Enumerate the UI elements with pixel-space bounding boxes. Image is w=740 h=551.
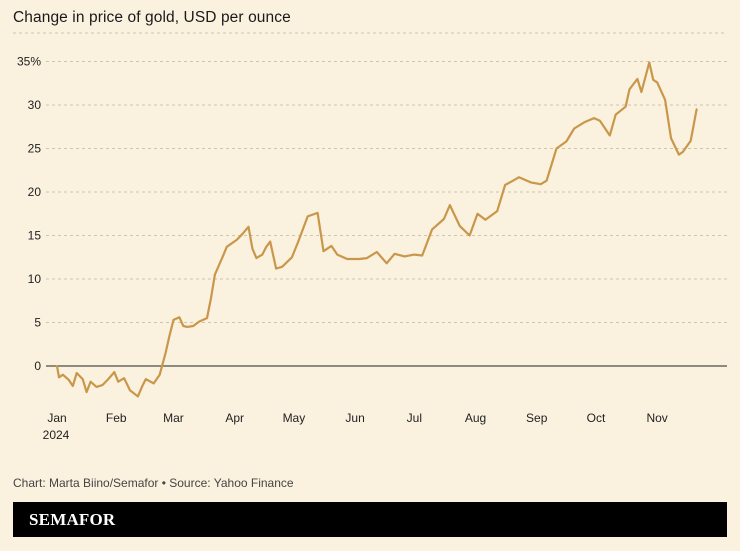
y-tick-label: 0 xyxy=(34,359,41,373)
chart-credit: Chart: Marta Biino/Semafor • Source: Yah… xyxy=(13,476,294,490)
y-tick-label: 15 xyxy=(28,229,42,243)
x-tick-label: Mar xyxy=(163,411,184,425)
x-tick-label: Apr xyxy=(225,411,244,425)
semafor-logo: SEMAFOR xyxy=(29,510,116,529)
x-tick-label: Nov xyxy=(646,411,667,425)
y-tick-label: 10 xyxy=(28,272,42,286)
y-tick-label: 35% xyxy=(17,55,41,69)
y-axis-tick-labels: 0 5 10 15 20 25 30 35% xyxy=(17,55,41,374)
y-tick-label: 5 xyxy=(34,316,41,330)
series-layer xyxy=(55,61,698,398)
x-year-label: 2024 xyxy=(43,428,70,442)
y-tick-label: 20 xyxy=(28,185,42,199)
x-tick-label: Sep xyxy=(526,411,548,425)
gold-price-line xyxy=(55,61,698,398)
grid-layer xyxy=(13,32,727,367)
line-chart: 0 5 10 15 20 25 30 35% Jan Feb Mar Apr May Jun Jul Aug… xyxy=(13,32,727,442)
x-tick-label: Feb xyxy=(106,411,127,425)
x-tick-label: Jul xyxy=(407,411,422,425)
x-axis-tick-labels: Jan Feb Mar Apr May Jun Jul Aug Sep Oct Nov 2024 xyxy=(43,411,668,442)
x-tick-label: Aug xyxy=(465,411,486,425)
x-tick-label: May xyxy=(283,411,306,425)
x-tick-label: Oct xyxy=(587,411,606,425)
brand-bar: SEMAFOR xyxy=(13,502,727,537)
y-tick-label: 30 xyxy=(28,98,42,112)
x-tick-label: Jan xyxy=(47,411,66,425)
x-tick-label: Jun xyxy=(345,411,364,425)
chart-title: Change in price of gold, USD per ounce xyxy=(13,9,291,26)
y-tick-label: 25 xyxy=(28,142,42,156)
